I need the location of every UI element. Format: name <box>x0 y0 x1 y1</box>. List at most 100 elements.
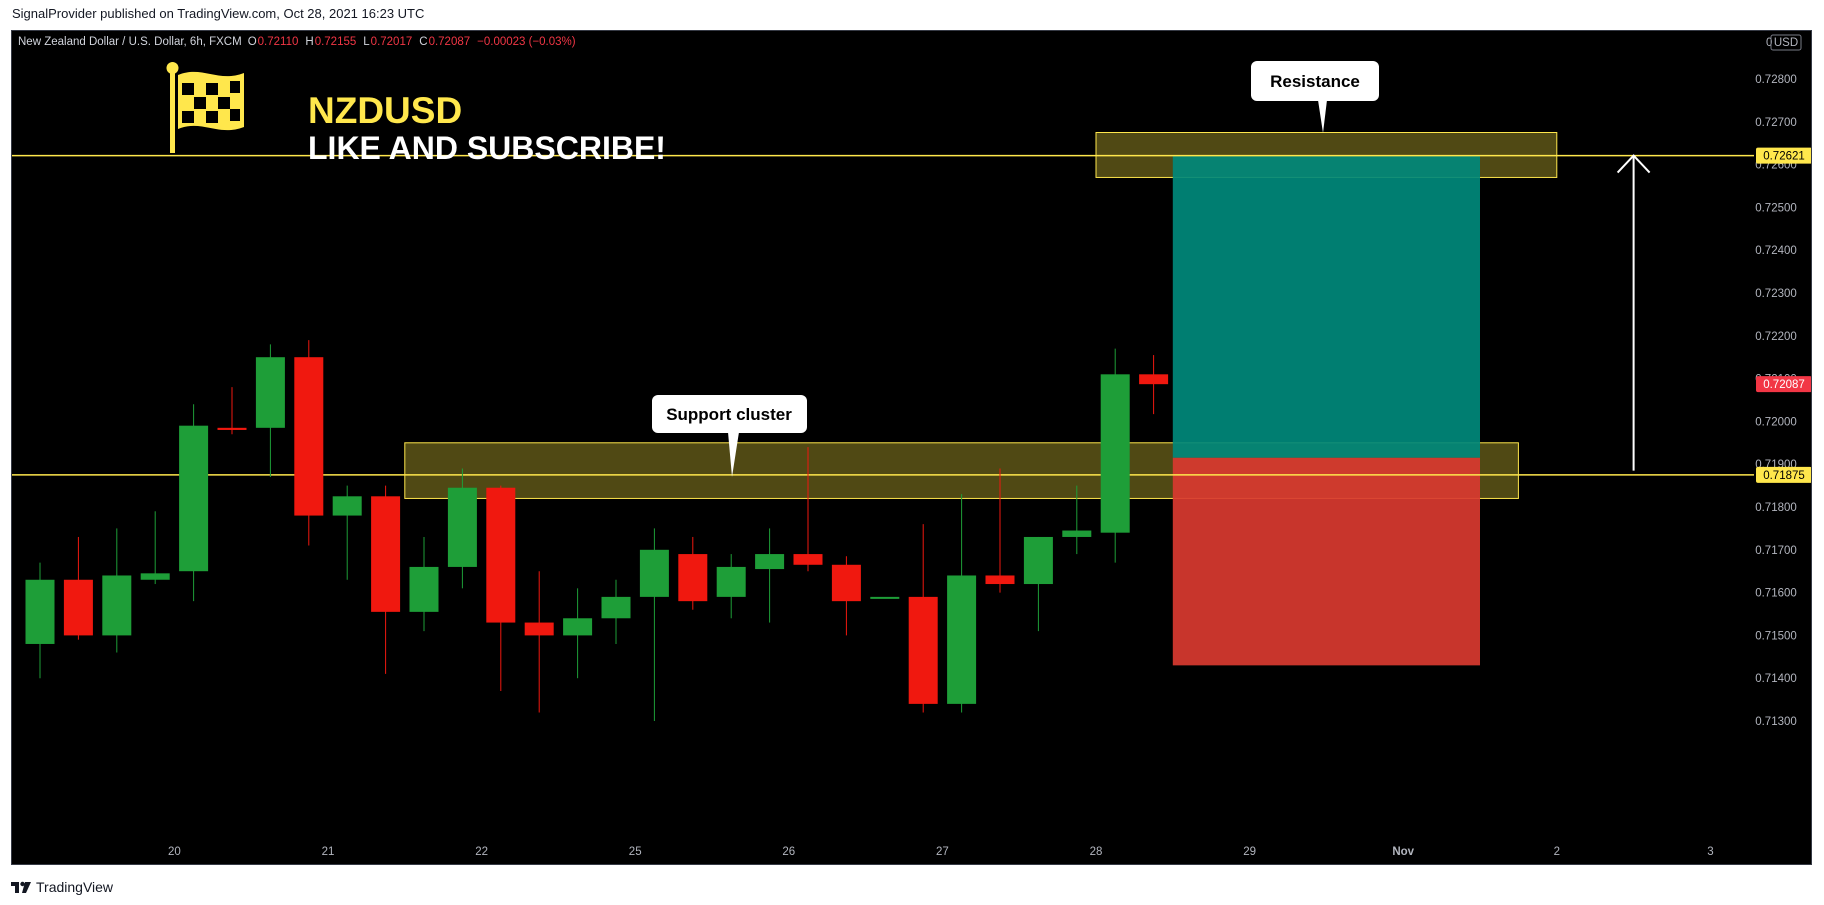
candle[interactable] <box>716 554 746 619</box>
overlay-title: NZDUSD <box>308 90 462 131</box>
tradingview-brand: TradingView <box>36 879 114 895</box>
high-value: 0.72155 <box>315 36 357 48</box>
price-tick: 0.71300 <box>1755 716 1797 728</box>
price-tick: 0.71600 <box>1755 588 1797 600</box>
candle[interactable] <box>563 588 593 679</box>
date-tick: 21 <box>322 846 335 858</box>
candle[interactable] <box>678 536 708 610</box>
candle-body[interactable] <box>1062 530 1092 537</box>
candle[interactable] <box>409 536 439 632</box>
candle[interactable] <box>486 485 516 692</box>
candle-body[interactable] <box>524 622 554 636</box>
date-tick: 25 <box>629 846 642 858</box>
last-price-label-text: 0.72087 <box>1763 379 1805 391</box>
candle[interactable] <box>1100 348 1130 563</box>
candle[interactable] <box>25 562 55 679</box>
candle[interactable] <box>1139 355 1169 415</box>
candle[interactable] <box>140 511 170 585</box>
candle-body[interactable] <box>332 496 362 516</box>
candle-body[interactable] <box>1023 536 1053 585</box>
candle[interactable] <box>639 528 669 721</box>
candle-body[interactable] <box>447 487 477 567</box>
price-tick: 0.71400 <box>1755 673 1797 685</box>
candle-body[interactable] <box>371 496 401 612</box>
support-price-label-text: 0.71875 <box>1763 470 1805 482</box>
open-label: O <box>248 36 257 48</box>
candle[interactable] <box>371 485 401 674</box>
candle[interactable] <box>102 528 132 653</box>
low-label: L <box>363 36 370 48</box>
stop-zone[interactable] <box>1172 457 1480 666</box>
price-tick: 0.72700 <box>1755 117 1797 129</box>
high-label: H <box>305 36 313 48</box>
date-tick: Nov <box>1392 846 1414 858</box>
candle[interactable] <box>217 387 247 435</box>
candle-body[interactable] <box>1139 374 1169 385</box>
date-tick: 26 <box>782 846 795 858</box>
candle-body[interactable] <box>755 554 785 570</box>
candle-body[interactable] <box>255 357 285 428</box>
date-tick: 28 <box>1090 846 1103 858</box>
price-tick: 0.72400 <box>1755 245 1797 257</box>
target-zone[interactable] <box>1172 155 1480 458</box>
candle-body[interactable] <box>217 427 247 430</box>
candle-body[interactable] <box>908 596 938 704</box>
candle[interactable] <box>908 524 938 713</box>
candle-body[interactable] <box>409 566 439 612</box>
candle[interactable] <box>1062 485 1092 555</box>
candle[interactable] <box>755 528 785 623</box>
last-price-label-bg <box>1756 376 1811 393</box>
candle-body[interactable] <box>716 566 746 597</box>
candle-body[interactable] <box>140 573 170 580</box>
candle[interactable] <box>63 536 93 640</box>
support-price-label[interactable]: 0.71875 <box>1756 466 1812 483</box>
date-tick: 3 <box>1707 846 1713 858</box>
candle[interactable] <box>447 468 477 589</box>
candle-body[interactable] <box>1100 374 1130 533</box>
candle-body[interactable] <box>25 579 55 644</box>
candle-body[interactable] <box>486 487 516 623</box>
candle[interactable] <box>1023 536 1053 632</box>
price-tick: 0.72500 <box>1755 202 1797 214</box>
candle[interactable] <box>332 485 362 580</box>
candle-body[interactable] <box>294 357 324 516</box>
resistance-label: Resistance <box>1270 72 1360 91</box>
up-arrow[interactable] <box>1616 154 1651 471</box>
candle[interactable] <box>793 447 823 572</box>
symbol-title: New Zealand Dollar / U.S. Dollar, 6h, FX… <box>18 36 242 48</box>
candle-body[interactable] <box>563 618 593 636</box>
candle[interactable] <box>524 571 554 713</box>
candle[interactable] <box>255 344 285 478</box>
candle-body[interactable] <box>601 596 631 619</box>
candle[interactable] <box>179 404 209 602</box>
candle-body[interactable] <box>639 549 669 597</box>
low-value: 0.72017 <box>371 36 413 48</box>
date-tick: 2 <box>1554 846 1560 858</box>
candle[interactable] <box>870 596 900 599</box>
candle-body[interactable] <box>678 554 708 602</box>
candle[interactable] <box>294 340 324 546</box>
chart-canvas[interactable]: New Zealand Dollar / U.S. Dollar, 6h, FX… <box>12 31 1812 865</box>
resistance-price-label-bg <box>1756 147 1811 164</box>
candle-body[interactable] <box>831 564 861 602</box>
candle[interactable] <box>947 494 977 713</box>
candle-body[interactable] <box>947 575 977 704</box>
candle-body[interactable] <box>179 425 209 572</box>
candle-body[interactable] <box>102 575 132 636</box>
chart-panel[interactable]: New Zealand Dollar / U.S. Dollar, 6h, FX… <box>11 30 1812 865</box>
currency-badge[interactable] <box>1770 34 1802 51</box>
candle-body[interactable] <box>63 579 93 636</box>
date-tick: 22 <box>475 846 488 858</box>
candle[interactable] <box>985 468 1015 593</box>
last-price-label[interactable]: 0.72087 <box>1756 376 1812 393</box>
candle[interactable] <box>601 579 631 644</box>
candle-body[interactable] <box>870 596 900 599</box>
change-value: −0.00023 (−0.03%) <box>477 36 576 48</box>
date-tick: 29 <box>1243 846 1256 858</box>
candle-body[interactable] <box>793 554 823 565</box>
resistance-price-label[interactable]: 0.72621 <box>1756 147 1812 164</box>
candle[interactable] <box>831 556 861 636</box>
support-callout[interactable]: Support cluster <box>652 395 807 477</box>
candle-body[interactable] <box>985 575 1015 585</box>
resistance-callout[interactable]: Resistance <box>1251 61 1379 133</box>
